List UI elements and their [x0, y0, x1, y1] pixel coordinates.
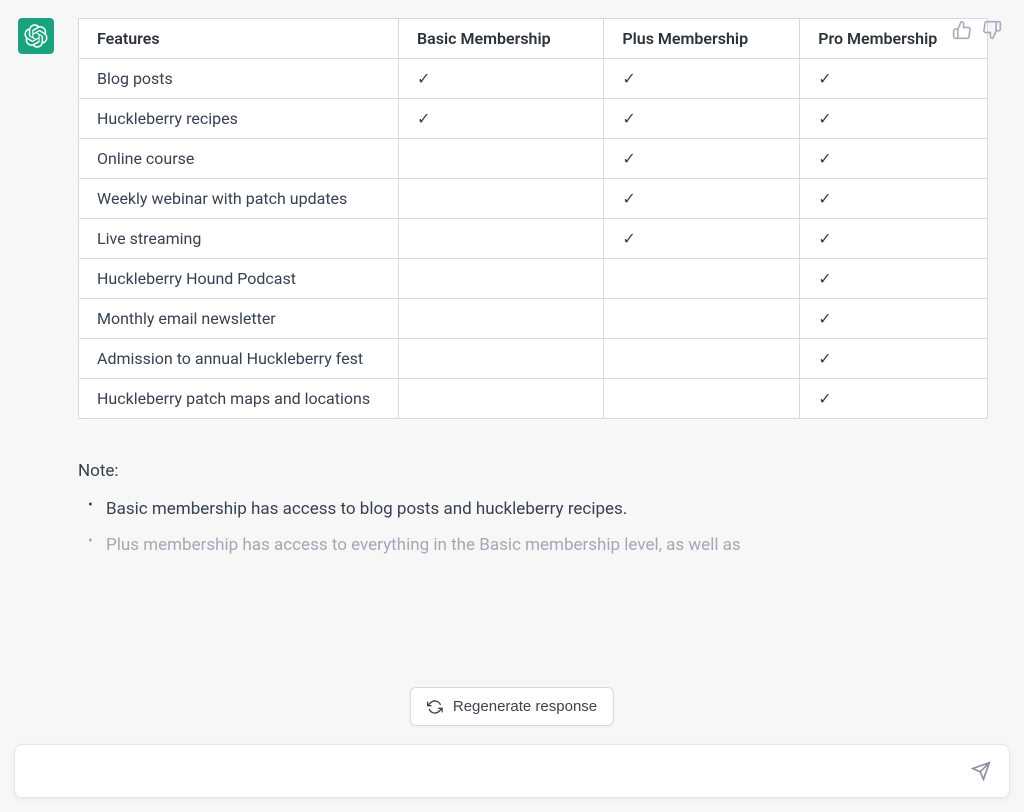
pro-cell: ✓ [800, 99, 988, 139]
plus-cell [604, 259, 800, 299]
assistant-avatar [18, 18, 54, 54]
table-row: Weekly webinar with patch updates ✓✓ [79, 179, 988, 219]
table-row: Huckleberry recipes✓✓✓ [79, 99, 988, 139]
send-icon[interactable] [971, 761, 991, 781]
pro-cell: ✓ [800, 179, 988, 219]
message-input[interactable] [33, 762, 971, 780]
basic-cell [399, 259, 604, 299]
plus-cell: ✓ [604, 179, 800, 219]
basic-cell [399, 179, 604, 219]
note-item: Plus membership has access to everything… [96, 533, 988, 559]
feature-cell: Huckleberry patch maps and locations [79, 379, 399, 419]
column-header-plus: Plus Membership [604, 19, 800, 59]
note-list: Basic membership has access to blog post… [78, 497, 988, 558]
feature-cell: Huckleberry Hound Podcast [79, 259, 399, 299]
pro-cell: ✓ [800, 299, 988, 339]
note-label: Note: [78, 461, 988, 481]
plus-cell: ✓ [604, 59, 800, 99]
feature-cell: Weekly webinar with patch updates [79, 179, 399, 219]
table-row: Online course ✓✓ [79, 139, 988, 179]
pro-cell: ✓ [800, 139, 988, 179]
note-section: Note: Basic membership has access to blo… [78, 461, 988, 558]
plus-cell [604, 339, 800, 379]
plus-cell [604, 299, 800, 339]
pro-cell: ✓ [800, 59, 988, 99]
refresh-icon [427, 699, 443, 715]
basic-cell [399, 339, 604, 379]
feature-cell: Online course [79, 139, 399, 179]
plus-cell: ✓ [604, 99, 800, 139]
regenerate-button[interactable]: Regenerate response [410, 687, 614, 726]
basic-cell [399, 379, 604, 419]
feature-cell: Huckleberry recipes [79, 99, 399, 139]
openai-icon [24, 24, 48, 48]
table-header-row: Features Basic Membership Plus Membershi… [79, 19, 988, 59]
pro-cell: ✓ [800, 259, 988, 299]
column-header-basic: Basic Membership [399, 19, 604, 59]
basic-cell [399, 299, 604, 339]
regenerate-label: Regenerate response [453, 698, 597, 715]
input-box[interactable] [14, 744, 1010, 798]
thumbs-down-icon[interactable] [982, 20, 1002, 40]
table-row: Monthly email newsletter ✓ [79, 299, 988, 339]
feature-cell: Monthly email newsletter [79, 299, 399, 339]
pro-cell: ✓ [800, 379, 988, 419]
table-row: Huckleberry patch maps and locations ✓ [79, 379, 988, 419]
membership-table: Features Basic Membership Plus Membershi… [78, 18, 988, 419]
feature-cell: Admission to annual Huckleberry fest [79, 339, 399, 379]
feedback-icons [952, 20, 1002, 40]
thumbs-up-icon[interactable] [952, 20, 972, 40]
plus-cell [604, 379, 800, 419]
note-item: Basic membership has access to blog post… [96, 497, 988, 523]
message-content: Features Basic Membership Plus Membershi… [54, 0, 1006, 586]
plus-cell: ✓ [604, 139, 800, 179]
basic-cell [399, 219, 604, 259]
plus-cell: ✓ [604, 219, 800, 259]
column-header-features: Features [79, 19, 399, 59]
assistant-message-row: Features Basic Membership Plus Membershi… [0, 0, 1024, 586]
feature-cell: Blog posts [79, 59, 399, 99]
basic-cell: ✓ [399, 99, 604, 139]
basic-cell [399, 139, 604, 179]
input-area [0, 730, 1024, 812]
table-row: Huckleberry Hound Podcast ✓ [79, 259, 988, 299]
pro-cell: ✓ [800, 339, 988, 379]
basic-cell: ✓ [399, 59, 604, 99]
table-row: Blog posts✓✓✓ [79, 59, 988, 99]
table-row: Live streaming ✓✓ [79, 219, 988, 259]
feature-cell: Live streaming [79, 219, 399, 259]
pro-cell: ✓ [800, 219, 988, 259]
table-row: Admission to annual Huckleberry fest ✓ [79, 339, 988, 379]
